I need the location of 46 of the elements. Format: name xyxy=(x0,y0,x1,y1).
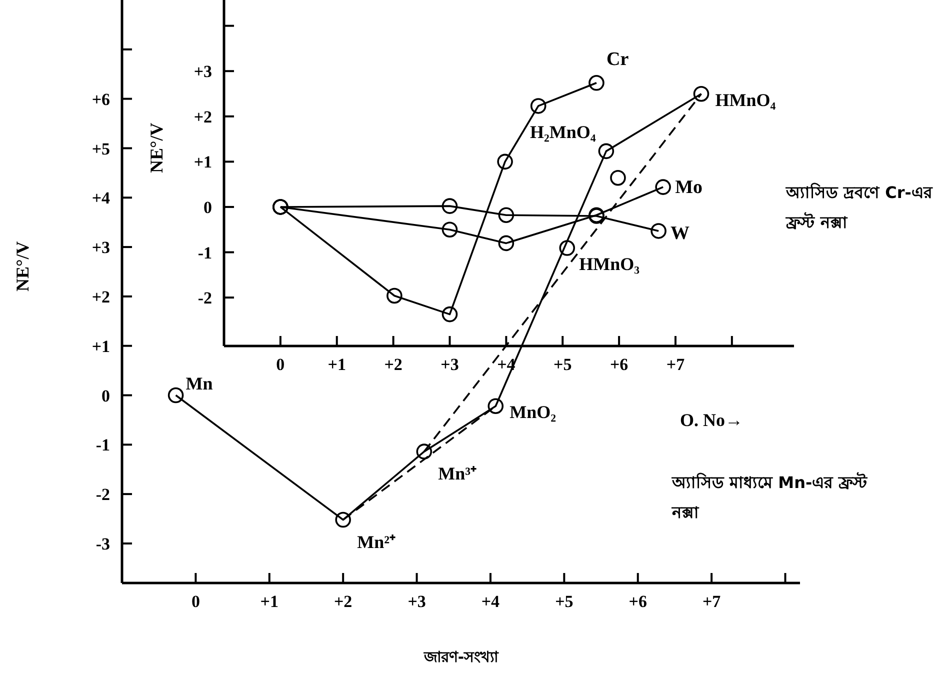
x-tick-label: +1 xyxy=(260,592,278,612)
y-tick-label: +3 xyxy=(92,238,110,258)
y-tick-label: +6 xyxy=(92,90,110,109)
y-tick-label: -1 xyxy=(96,436,110,455)
y-tick-label: +5 xyxy=(92,139,110,158)
x-tick-label: +7 xyxy=(666,355,686,374)
y-tick-label: +2 xyxy=(194,107,212,126)
series-label: Mo xyxy=(675,177,703,198)
x-tick-label: +4 xyxy=(481,592,500,612)
annotation: অ্যাসিড মাধ্যমে Mn-এর ফ্রস্ট নক্সা xyxy=(672,471,869,524)
annotation: Mn³⁺ xyxy=(438,464,477,484)
annotation: Mn²⁺ xyxy=(357,532,396,552)
x-tick-label: +7 xyxy=(702,592,722,612)
annotation: অ্যাসিড দ্রবণে Cr-এর ফ্রস্ট নক্সা xyxy=(786,182,934,234)
x-tick-label: +6 xyxy=(628,592,647,612)
annotation: MnO₂ xyxy=(510,402,556,422)
y-tick-label: +4 xyxy=(92,188,110,208)
x-tick-label: 0 xyxy=(276,355,285,374)
x-tick-label: +3 xyxy=(440,355,459,374)
y-tick-label: +1 xyxy=(194,152,212,172)
y-axis-title: NE°/V xyxy=(12,241,32,292)
y-tick-label: +3 xyxy=(194,62,212,82)
y-tick-label: +1 xyxy=(92,336,110,356)
x-tick-label: +5 xyxy=(554,355,572,374)
x-tick-label: +3 xyxy=(408,592,426,612)
x-axis-title: জারণ-সংখ্যা xyxy=(422,648,500,666)
y-tick-label: 0 xyxy=(102,386,110,406)
series-label: Cr xyxy=(606,48,630,70)
y-tick-label: -1 xyxy=(198,243,212,262)
y-tick-label: -2 xyxy=(96,485,110,504)
series-label: W xyxy=(670,222,690,244)
annotation: HMnO₃ xyxy=(579,254,640,274)
annotation: H₂MnO₄ xyxy=(530,122,596,142)
x-tick-label: +2 xyxy=(334,592,352,612)
y-tick-label: +2 xyxy=(92,287,110,306)
annotation: Mn xyxy=(186,373,213,394)
y-tick-label: -2 xyxy=(198,288,212,308)
y-tick-label: 0 xyxy=(204,198,212,217)
y-axis-title: NE°/V xyxy=(146,122,166,173)
x-tick-label: +2 xyxy=(384,355,402,374)
x-tick-label: +5 xyxy=(555,592,574,612)
x-tick-label: +1 xyxy=(328,355,346,374)
y-tick-label: -3 xyxy=(96,534,110,554)
annotation: HMnO₄ xyxy=(715,90,776,110)
x-axis-title: O. No→ xyxy=(680,410,743,431)
x-tick-label: +6 xyxy=(610,355,628,374)
